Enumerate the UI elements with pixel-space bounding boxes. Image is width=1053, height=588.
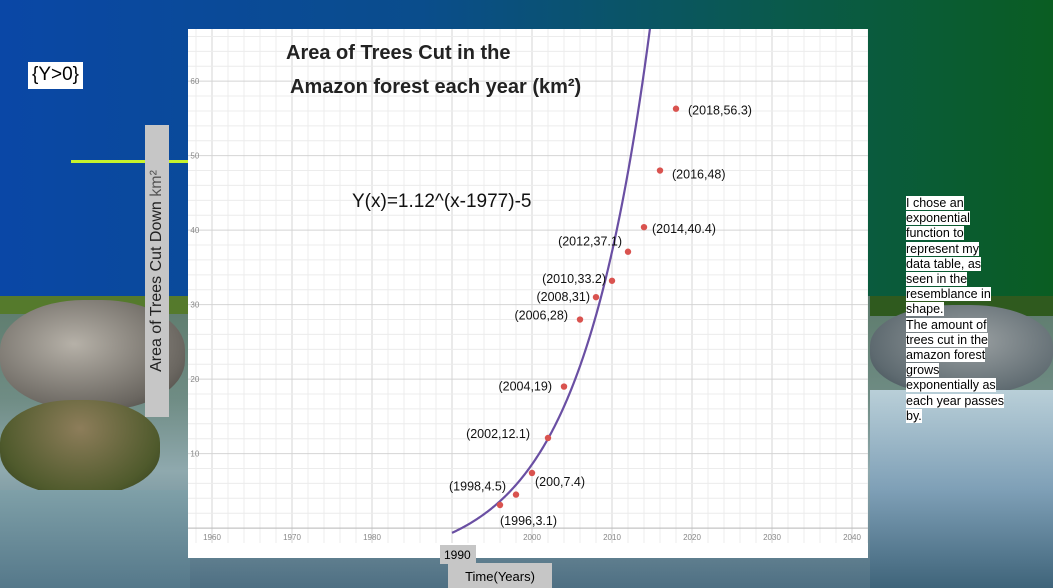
x-tick-label: 2000: [523, 533, 541, 542]
y-axis-unit: km²: [148, 170, 165, 197]
data-point: [608, 277, 616, 284]
domain-label: {Y>0}: [28, 62, 84, 89]
chart-title-line-2: Amazon forest each year (km²): [290, 76, 581, 98]
data-point: [576, 316, 584, 323]
data-point: [624, 248, 632, 255]
x-tick-label: 2040: [843, 533, 861, 542]
chart-title-line-1: Area of Trees Cut in the: [286, 42, 511, 64]
data-point: [640, 223, 648, 231]
y-tick-label: 40: [190, 226, 199, 235]
x-tick-label: 1960: [203, 533, 221, 542]
water-left: [0, 490, 190, 588]
x-tick-label: 1980: [363, 533, 381, 542]
x-tick-label: 2020: [683, 533, 701, 542]
note-line: each year passes: [906, 393, 1004, 408]
note-line: represent my: [906, 241, 979, 256]
x-tick-label: 2010: [603, 533, 621, 542]
y-axis-label-box: [145, 125, 169, 417]
data-point: [528, 469, 536, 477]
y-tick-label: 30: [190, 301, 199, 310]
note-line: I chose an: [906, 196, 964, 210]
rock-left-bottom: [0, 400, 160, 495]
data-point-label: (2008,31): [536, 290, 590, 304]
note-line: trees cut in the: [906, 332, 988, 347]
note-line: grows: [906, 363, 940, 378]
highlight-line: [71, 160, 188, 163]
y-tick-label: 20: [190, 375, 199, 384]
y-tick-label: 50: [190, 152, 199, 161]
data-point-label: (2012,37.1): [558, 235, 622, 249]
data-point-label: (200,7.4): [535, 475, 585, 489]
data-point-label: (1998,4.5): [449, 480, 506, 494]
y-axis-label-text: Area of Trees Cut Down: [148, 201, 165, 372]
data-point-label: (1996,3.1): [500, 514, 557, 528]
water-right: [870, 390, 1053, 588]
data-point-label: (2016,48): [672, 168, 726, 182]
data-point-label: (2018,56.3): [688, 104, 752, 118]
equation-text: Y(x)=1.12^(x-1977)-5: [352, 191, 531, 212]
data-point-label: (2002,12.1): [466, 427, 530, 441]
data-point-label: (2006,28): [514, 309, 568, 323]
note-line: by.: [906, 408, 922, 423]
note-line: data table, as: [906, 256, 982, 271]
data-point-label: (2004,19): [498, 380, 552, 394]
chart-ticks: 1960 1970 1980 2000 2010 2020 2030 204010203040…: [190, 77, 861, 542]
note-line: amazon forest: [906, 348, 986, 363]
points-layer: [496, 105, 680, 509]
data-point-label: (2014,40.4): [652, 222, 716, 236]
note-line: resemblance in: [906, 287, 991, 302]
note-line: seen in the: [906, 272, 968, 287]
y-tick-label: 10: [190, 450, 199, 459]
y-axis-label: Area of Trees Cut Down km²: [148, 170, 166, 372]
point-labels-layer: (1996,3.1) (1998,4.5) (200,7.4) (2002,12.1)…: [449, 104, 752, 528]
data-point: [544, 434, 552, 442]
x-tick-label: 2030: [763, 533, 781, 542]
fit-curve: [451, 29, 652, 534]
data-point-label: (2010,33.2): [542, 272, 606, 286]
y-tick-label: 60: [190, 77, 199, 86]
x-axis-label: Time(Years): [448, 563, 552, 588]
data-point: [656, 167, 664, 174]
data-point: [512, 491, 520, 498]
curve-layer: [451, 29, 652, 534]
x-tick-label: 1970: [283, 533, 301, 542]
chart-background: [188, 29, 868, 558]
note-line: exponentially as: [906, 378, 996, 393]
chart: 1960 1970 1980 2000 2010 2020 2030 204010203040…: [188, 29, 868, 558]
data-point: [560, 383, 568, 390]
chart-grid: [188, 29, 868, 543]
note-line: exponential: [906, 211, 970, 226]
explanation-note: I chose an exponential function to represen…: [906, 196, 1020, 424]
note-line: The amount of: [906, 317, 987, 332]
data-point: [672, 105, 680, 112]
data-point: [496, 501, 504, 509]
x-tick-1990-label: 1990: [440, 545, 476, 564]
data-point: [592, 293, 600, 301]
note-line: shape.: [906, 302, 944, 317]
note-line: function to: [906, 226, 964, 241]
